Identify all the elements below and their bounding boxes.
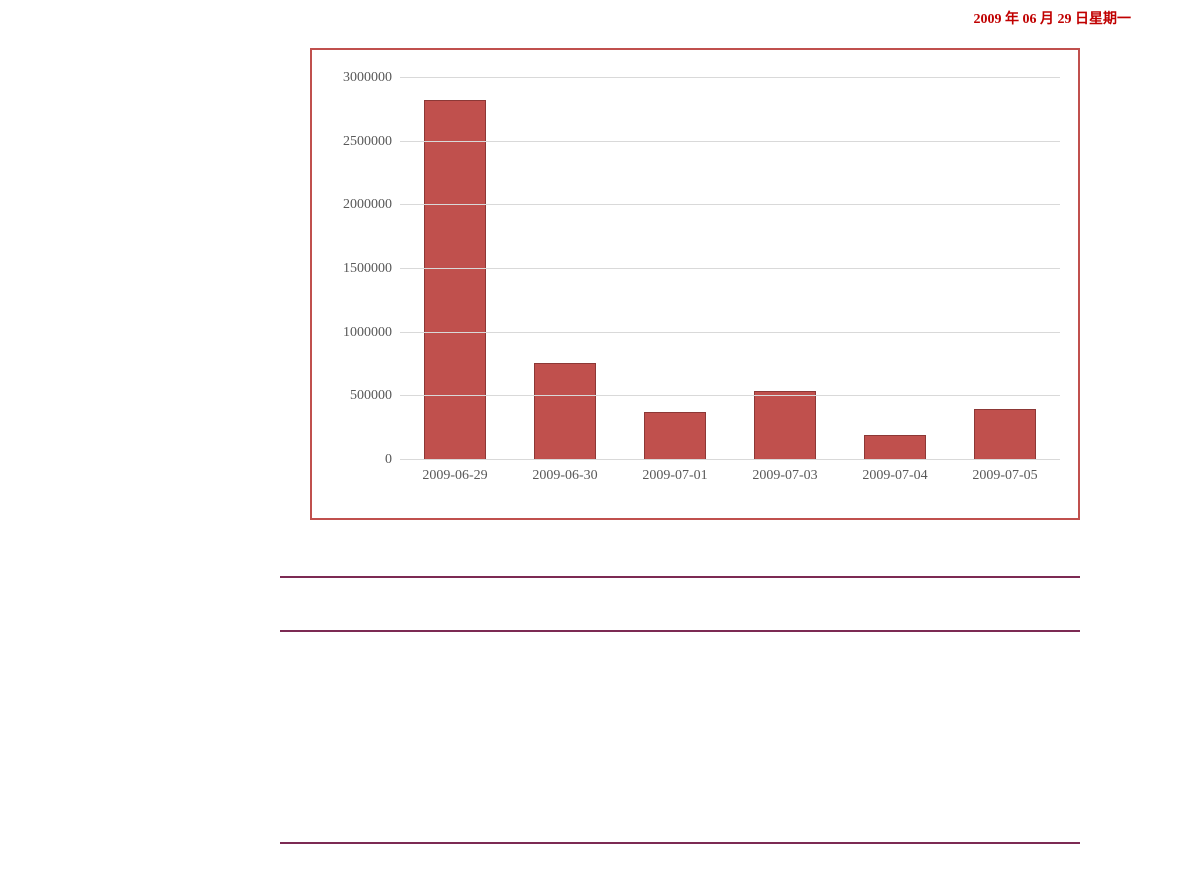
bar-slot: 2009-07-04	[840, 78, 950, 460]
bars-row: 2009-06-292009-06-302009-07-012009-07-03…	[400, 78, 1060, 460]
ytick-label: 2500000	[343, 134, 392, 150]
gridline	[400, 77, 1060, 78]
ytick-label: 0	[385, 452, 392, 468]
bar-slot: 2009-07-01	[620, 78, 730, 460]
gridline	[400, 141, 1060, 142]
ytick-label: 3000000	[343, 70, 392, 86]
xtick-label: 2009-07-01	[642, 468, 707, 484]
xtick-label: 2009-07-03	[752, 468, 817, 484]
bar-slot: 2009-07-05	[950, 78, 1060, 460]
bar	[534, 363, 596, 460]
chart-plot-background: 2009-06-292009-06-302009-07-012009-07-03…	[320, 58, 1070, 510]
bar	[974, 409, 1036, 460]
xtick-label: 2009-07-04	[862, 468, 927, 484]
section-divider	[280, 842, 1080, 844]
ytick-label: 1000000	[343, 325, 392, 341]
plot-area: 2009-06-292009-06-302009-07-012009-07-03…	[400, 78, 1060, 460]
xtick-label: 2009-07-05	[972, 468, 1037, 484]
section-divider	[280, 630, 1080, 632]
section-divider	[280, 576, 1080, 578]
bar	[424, 100, 486, 460]
bar-slot: 2009-07-03	[730, 78, 840, 460]
gridline	[400, 332, 1060, 333]
bar-slot: 2009-06-30	[510, 78, 620, 460]
gridline	[400, 204, 1060, 205]
gridline	[400, 395, 1060, 396]
ytick-label: 500000	[350, 388, 392, 404]
bar-slot: 2009-06-29	[400, 78, 510, 460]
bar	[754, 391, 816, 460]
gridline	[400, 459, 1060, 460]
ytick-label: 1500000	[343, 261, 392, 277]
xtick-label: 2009-06-30	[532, 468, 597, 484]
bar	[644, 412, 706, 460]
bar	[864, 435, 926, 460]
gridline	[400, 268, 1060, 269]
date-header: 2009 年 06 月 29 日星期一	[974, 8, 1132, 28]
chart-container: 2009-06-292009-06-302009-07-012009-07-03…	[310, 48, 1080, 520]
ytick-label: 2000000	[343, 197, 392, 213]
xtick-label: 2009-06-29	[422, 468, 487, 484]
